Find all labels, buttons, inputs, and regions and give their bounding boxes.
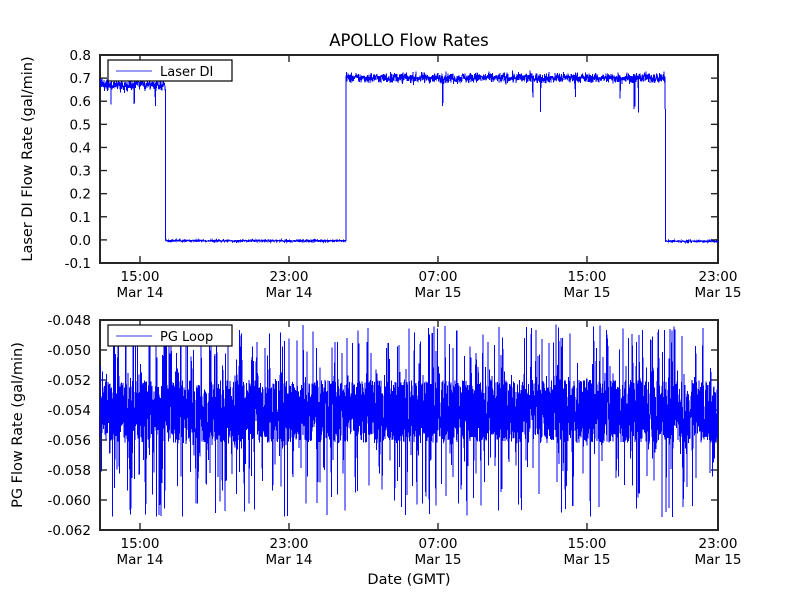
laser-di-y-axis-title: Laser DI Flow Rate (gal/min) <box>20 56 36 261</box>
x-tick-date-label: Mar 15 <box>415 285 462 301</box>
laser-di-plot-frame <box>100 55 718 263</box>
x-tick-time-label: 07:00 <box>419 536 458 552</box>
y-tick-label: -0.052 <box>47 373 91 389</box>
x-tick-time-label: 23:00 <box>270 269 309 285</box>
y-tick-label: 0.3 <box>70 164 91 180</box>
y-tick-label: 0.6 <box>70 94 91 110</box>
pg-loop-subplot: -0.062 -0.060 -0.058 -0.056 -0.054 -0.052 -0.0… <box>10 313 741 588</box>
y-tick-label: -0.050 <box>47 343 91 359</box>
x-tick-date-label: Mar 15 <box>564 552 611 568</box>
x-tick-date-label: Mar 15 <box>564 285 611 301</box>
x-axis-title: Date (GMT) <box>367 572 450 588</box>
y-tick-label: -0.062 <box>47 523 91 539</box>
x-tick-date-label: Mar 15 <box>695 285 742 301</box>
x-tick-date-label: Mar 15 <box>695 552 742 568</box>
x-tick-date-label: Mar 14 <box>117 285 164 301</box>
x-tick-date-label: Mar 14 <box>266 285 313 301</box>
laser-di-subplot: -0.10.00.10.20.30.40.50.60.70.8 15:00Mar… <box>20 48 741 301</box>
pg-loop-y-axis-title: PG Flow Rate (gal/min) <box>10 342 26 508</box>
x-tick-time-label: 15:00 <box>121 536 160 552</box>
x-tick-date-label: Mar 14 <box>117 552 164 568</box>
y-tick-label: 0.8 <box>70 48 91 64</box>
pg-loop-legend[interactable]: PG Loop <box>108 325 232 346</box>
x-tick-time-label: 15:00 <box>568 269 607 285</box>
apollo-flow-rates-figure: APOLLO Flow Rates -0.1 0.0 0.1 0.2 0.3 0.4 0.5… <box>0 0 800 600</box>
y-tick-label: -0.058 <box>47 463 91 479</box>
laser-di-legend[interactable]: Laser DI <box>108 60 232 81</box>
pg-loop-legend-label: PG Loop <box>160 330 213 345</box>
x-tick-date-label: Mar 14 <box>266 552 313 568</box>
x-tick-time-label: 15:00 <box>568 536 607 552</box>
y-tick-label: 0.5 <box>70 117 91 133</box>
y-tick-label: -0.1 <box>65 256 91 272</box>
x-tick-time-label: 23:00 <box>270 536 309 552</box>
y-tick-label: -0.048 <box>47 313 91 329</box>
y-tick-label: -0.060 <box>47 493 91 509</box>
y-tick-label: 0.4 <box>70 140 91 156</box>
x-tick-date-label: Mar 15 <box>415 552 462 568</box>
y-tick-label: 0.2 <box>70 187 91 203</box>
y-tick-label: 0.7 <box>70 71 91 87</box>
x-tick-time-label: 23:00 <box>699 269 738 285</box>
x-tick-time-label: 23:00 <box>699 536 738 552</box>
figure-canvas: APOLLO Flow Rates -0.1 0.0 0.1 0.2 0.3 0.4 0.5… <box>0 0 800 600</box>
laser-di-legend-label: Laser DI <box>160 65 213 80</box>
y-tick-label: 0.0 <box>70 233 91 249</box>
y-tick-label: -0.056 <box>47 433 91 449</box>
y-tick-label: -0.054 <box>47 403 91 419</box>
x-tick-time-label: 07:00 <box>419 269 458 285</box>
x-tick-time-label: 15:00 <box>121 269 160 285</box>
y-tick-label: 0.1 <box>70 210 91 226</box>
chart-title: APOLLO Flow Rates <box>329 31 489 50</box>
